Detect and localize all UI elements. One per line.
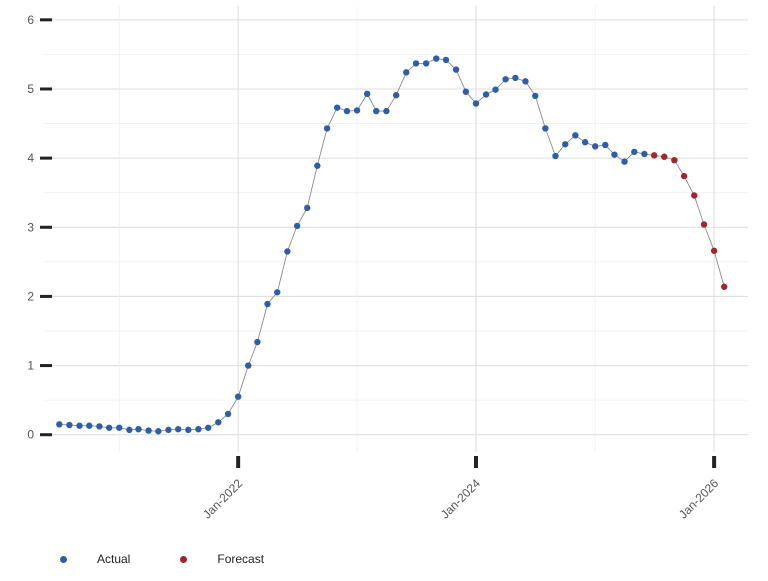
data-point-actual — [333, 104, 341, 111]
data-point-actual — [86, 422, 93, 429]
data-point-actual — [304, 204, 311, 212]
data-point-forecast — [671, 156, 678, 164]
grid — [44, 6, 748, 452]
legend-item-actual: Actual — [60, 552, 130, 566]
data-point-actual — [254, 338, 261, 346]
data-point-actual — [314, 162, 321, 169]
data-point-actual — [116, 424, 123, 431]
y-tick-label: 3 — [27, 220, 34, 234]
y-tick-label: 2 — [27, 289, 34, 303]
data-point-actual — [96, 423, 103, 430]
data-point-actual — [502, 76, 509, 83]
data-point-actual — [602, 141, 609, 149]
data-point-actual — [532, 92, 539, 100]
data-point-actual — [126, 426, 133, 434]
data-point-actual — [512, 74, 519, 82]
data-point-actual — [542, 125, 549, 132]
data-point-actual — [224, 410, 232, 418]
data-point-actual — [155, 428, 162, 435]
data-point-actual — [234, 393, 242, 400]
series-line-path — [59, 58, 725, 432]
data-point-actual — [392, 92, 400, 99]
legend-label-actual: Actual — [97, 552, 131, 566]
data-point-actual — [522, 78, 529, 85]
legend-marker-forecast — [180, 555, 188, 563]
data-point-actual — [185, 426, 192, 434]
data-point-actual — [264, 300, 271, 308]
data-point-actual — [195, 425, 202, 433]
data-point-actual — [165, 426, 172, 434]
data-point-actual — [592, 143, 599, 150]
data-point-actual — [175, 425, 182, 433]
y-tick-label: 1 — [27, 359, 34, 373]
x-tick-label: Jan-2022 — [200, 476, 246, 522]
data-point-actual — [462, 88, 470, 95]
data-point-forecast — [680, 172, 688, 180]
data-point-actual — [353, 107, 361, 114]
data-point-actual — [135, 425, 142, 433]
legend: Actual Forecast — [60, 552, 314, 566]
data-point-actual — [105, 424, 113, 431]
data-point-actual — [245, 362, 252, 369]
y-tick-label: 4 — [27, 151, 34, 165]
data-point-actual — [452, 66, 460, 73]
data-point-actual — [621, 158, 628, 165]
data-points — [56, 55, 728, 435]
data-point-actual — [482, 91, 490, 98]
data-point-actual — [215, 419, 222, 426]
data-point-forecast — [691, 192, 698, 199]
data-point-actual — [412, 60, 420, 67]
legend-marker-actual — [60, 555, 67, 563]
data-point-actual — [552, 152, 559, 160]
data-point-actual — [472, 100, 480, 107]
data-point-actual — [56, 421, 63, 428]
x-tick-label: Jan-2026 — [676, 476, 722, 522]
data-point-actual — [442, 56, 450, 64]
data-point-actual — [284, 248, 291, 255]
data-point-actual — [492, 86, 499, 93]
data-point-actual — [631, 148, 638, 156]
data-point-actual — [422, 60, 430, 67]
legend-label-forecast: Forecast — [217, 552, 265, 566]
data-point-actual — [145, 427, 152, 434]
y-tick-label: 5 — [27, 82, 34, 96]
data-point-actual — [433, 55, 440, 62]
data-point-actual — [363, 90, 371, 98]
x-tick-label: Jan-2024 — [438, 476, 484, 522]
data-point-actual — [383, 107, 390, 115]
data-point-forecast — [700, 221, 708, 228]
data-point-actual — [76, 422, 83, 429]
data-point-actual — [343, 107, 351, 115]
data-point-forecast — [661, 153, 668, 160]
y-tick-label: 6 — [27, 13, 34, 27]
data-point-actual — [66, 421, 73, 429]
data-point-actual — [204, 424, 212, 431]
data-point-forecast — [710, 247, 718, 254]
data-point-actual — [572, 132, 579, 139]
data-point-actual — [611, 151, 618, 158]
data-point-actual — [581, 139, 589, 146]
data-point-actual — [293, 222, 301, 230]
data-point-actual — [562, 141, 569, 148]
data-point-actual — [641, 150, 648, 158]
data-point-forecast — [650, 152, 658, 159]
legend-item-forecast: Forecast — [180, 552, 264, 566]
y-tick-label: 0 — [27, 428, 34, 442]
data-point-actual — [373, 107, 380, 115]
data-point-forecast — [721, 283, 728, 290]
data-point-actual — [274, 289, 281, 296]
data-point-actual — [323, 125, 331, 132]
data-point-actual — [403, 69, 410, 76]
series-line — [59, 58, 725, 432]
